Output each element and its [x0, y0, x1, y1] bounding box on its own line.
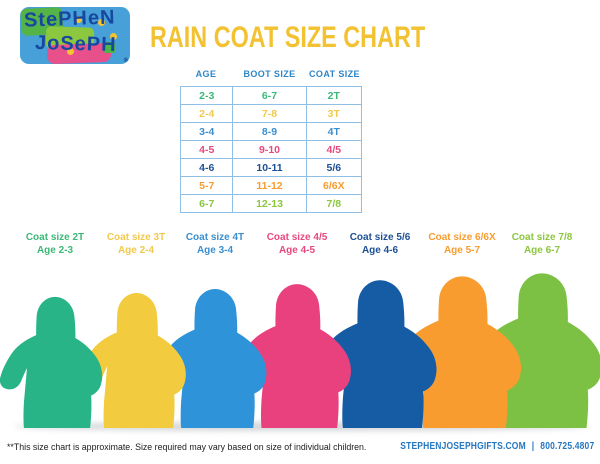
- raincoat-silhouette: [0, 296, 103, 428]
- coat-label: Coat size 5/6 Age 4-6: [332, 231, 428, 257]
- cell-boot-size: 7-8: [232, 105, 307, 122]
- cell-age: 6-7: [199, 197, 215, 210]
- column-header-age: AGE: [195, 69, 217, 79]
- raincoat-silhouette: [314, 280, 437, 428]
- cell-coat-size: 2T: [327, 89, 340, 102]
- coat-label-size: Coat size 4T: [185, 232, 245, 243]
- table-row: 4-6 10-11 5/6: [181, 158, 361, 176]
- cell-age: 4-5: [199, 143, 215, 156]
- size-disclaimer-note: **This size chart is approximate. Size r…: [7, 442, 367, 452]
- cell-coat-size: 7/8: [326, 197, 342, 210]
- coat-label-size: Coat size 7/8: [511, 232, 573, 243]
- table-row: 5-7 11-12 6/6X: [181, 176, 361, 194]
- column-header-coat-size: COAT SIZE: [309, 69, 360, 79]
- logo-text-line1: StePHeN: [23, 7, 116, 32]
- cell-coat-size: 4/5: [326, 143, 342, 156]
- size-table: AGE BOOT SIZE COAT SIZE 2-3 6-7 2T 2-4 7-8 3T…: [180, 69, 362, 213]
- coat-label-age: Age 4-6: [361, 245, 399, 256]
- coat-label: Coat size 4T Age 3-4: [167, 231, 263, 257]
- coat-label-age: Age 2-4: [117, 245, 155, 256]
- logo-dot: [67, 48, 74, 55]
- coat-label-size: Coat size 5/6: [349, 232, 411, 243]
- registered-trademark-symbol: ®: [123, 58, 128, 64]
- raincoat-silhouette: [154, 289, 267, 428]
- coat-label: Coat size 2T Age 2-3: [7, 231, 103, 257]
- coat-label-size: Coat size 3T: [106, 232, 166, 243]
- cell-age: 2-4: [199, 107, 215, 120]
- stephen-joseph-logo: StePHeN JoSePH ®: [20, 7, 130, 64]
- coat-label-age: Age 2-3: [36, 245, 74, 256]
- logo-dot: [75, 16, 82, 23]
- coat-label: Coat size 3T Age 2-4: [88, 231, 184, 257]
- contact-info: STEPHENJOSEPHGIFTS.COM | 800.725.4807: [400, 441, 594, 452]
- cell-coat-size: 4T: [327, 125, 340, 138]
- page-title: RAIN COAT SIZE CHART: [150, 21, 426, 54]
- coat-label-size: Coat size 6/6X: [428, 232, 496, 243]
- cell-age: 2-3: [199, 89, 215, 102]
- logo-dot: [110, 33, 117, 40]
- size-table-header-row: AGE BOOT SIZE COAT SIZE: [180, 69, 362, 84]
- cell-boot-size: 9-10: [232, 141, 307, 158]
- cell-coat-size: 3T: [327, 107, 340, 120]
- logo-dot: [98, 19, 105, 26]
- cell-coat-size: 6/6X: [323, 179, 345, 192]
- table-row: 2-4 7-8 3T: [181, 104, 361, 122]
- coat-label: Coat size 4/5 Age 4-5: [249, 231, 345, 257]
- table-row: 2-3 6-7 2T: [181, 87, 361, 104]
- raincoat-silhouette: [234, 284, 351, 428]
- cell-age: 4-6: [199, 161, 215, 174]
- logo-text-line2: JoSePH: [34, 31, 117, 57]
- footer-separator: |: [531, 441, 535, 452]
- phone-number-text: 800.725.4807: [539, 441, 594, 452]
- coat-label: Coat size 6/6X Age 5-7: [414, 231, 510, 257]
- cell-coat-size: 5/6: [326, 161, 342, 174]
- table-row: 3-4 8-9 4T: [181, 122, 361, 140]
- table-row: 6-7 12-13 7/8: [181, 194, 361, 212]
- table-row: 4-5 9-10 4/5: [181, 140, 361, 158]
- website-text: STEPHENJOSEPHGIFTS.COM: [399, 441, 526, 452]
- cell-age: 3-4: [199, 125, 215, 138]
- coat-label-age: Age 5-7: [443, 245, 481, 256]
- coat-label-age: Age 4-5: [278, 245, 316, 256]
- cell-boot-size: 6-7: [232, 87, 307, 104]
- cell-boot-size: 12-13: [232, 195, 307, 212]
- cell-boot-size: 8-9: [232, 123, 307, 140]
- raincoat-silhouette: [78, 292, 186, 428]
- coat-label-size: Coat size 4/5: [266, 232, 328, 243]
- logo-patch-square: [104, 42, 115, 53]
- cell-boot-size: 11-12: [232, 177, 307, 194]
- coat-label-age: Age 6-7: [523, 245, 561, 256]
- size-table-body: 2-3 6-7 2T 2-4 7-8 3T 3-4 8-9 4T 4-5 9-10 4/5 4-6 10-…: [180, 86, 362, 213]
- cell-age: 5-7: [199, 179, 215, 192]
- coat-label-age: Age 3-4: [196, 245, 234, 256]
- coat-label-size: Coat size 2T: [25, 232, 85, 243]
- cell-boot-size: 10-11: [232, 159, 307, 176]
- coat-label: Coat size 7/8 Age 6-7: [494, 231, 590, 257]
- column-header-boot-size: BOOT SIZE: [243, 69, 296, 79]
